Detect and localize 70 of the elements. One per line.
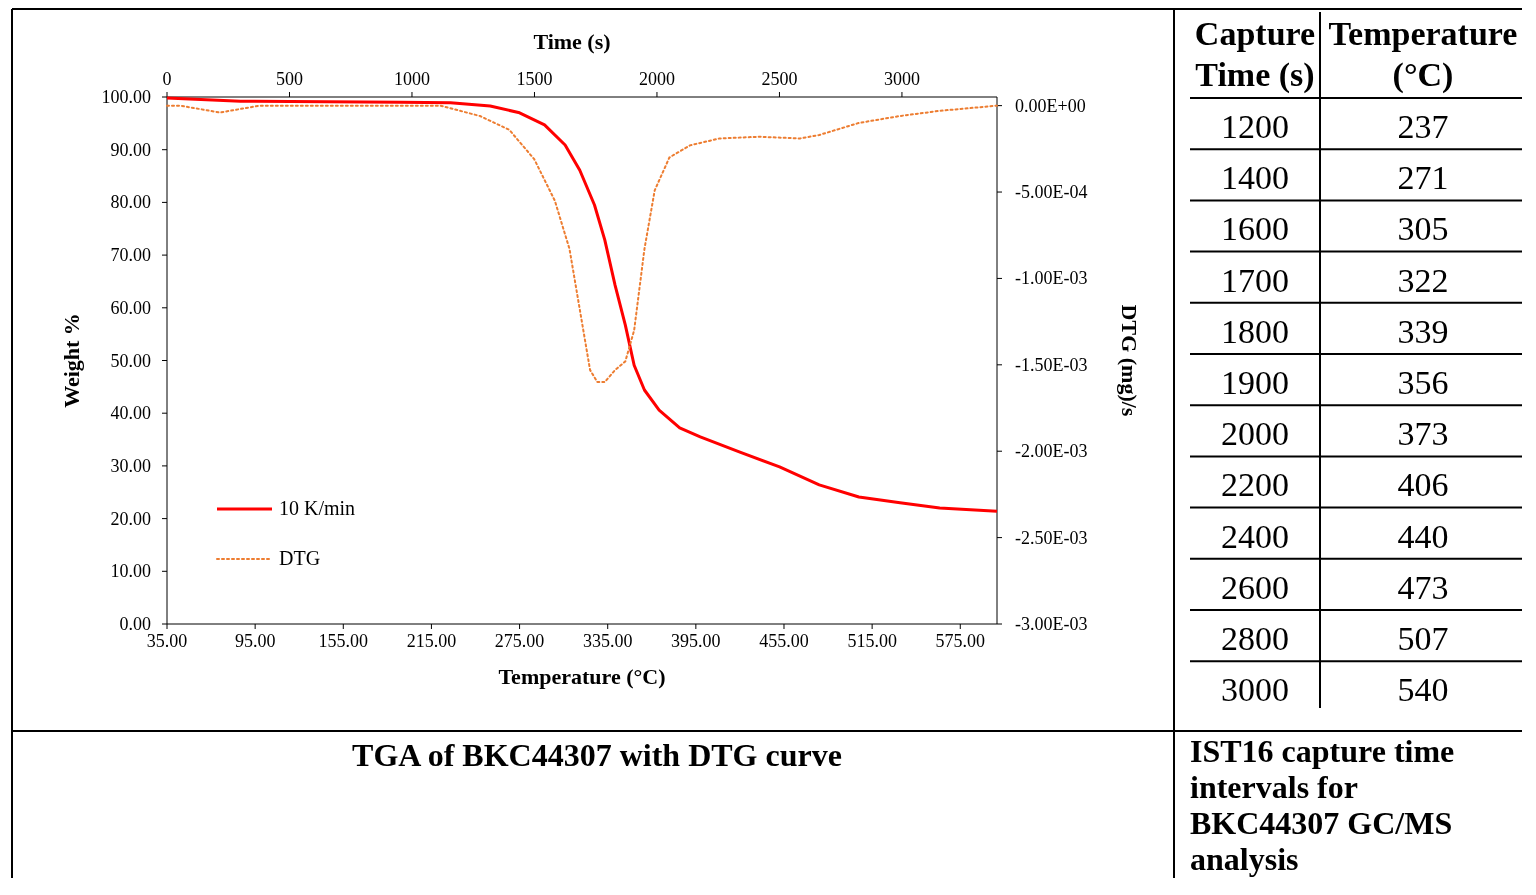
data-label: 406: [1397, 466, 1449, 504]
x-tick-label: 515.00: [847, 631, 897, 651]
category-label: 1800: [1221, 312, 1289, 350]
x-tick-label: 95.00: [234, 631, 276, 651]
x-tick-label: 215.00: [406, 631, 457, 651]
data-label: 373: [1397, 415, 1449, 453]
x-tick-label: 395.00: [671, 631, 721, 651]
y2-axis-title: DTG (mg)/s: [1117, 304, 1142, 417]
category-label: 1600: [1221, 210, 1289, 248]
category-label: 1900: [1221, 364, 1289, 401]
y-tick-label: 50.00: [110, 350, 151, 371]
x-tick-label: 455.00: [759, 631, 809, 651]
text: TGA of BKC44307 with DTG curve: [352, 737, 842, 773]
category-label: 1200: [1221, 108, 1289, 145]
y-axis-title: Weight %: [59, 313, 84, 408]
x-axis-title: Temperature (°C): [498, 664, 666, 689]
data-label: 339: [1397, 312, 1449, 350]
x-tick-label: 335.00: [582, 631, 633, 651]
data-label: 356: [1397, 364, 1449, 401]
y-tick-label: 40.00: [110, 403, 151, 424]
y-tick-label: 30.00: [110, 455, 151, 476]
category-label: 2400: [1221, 517, 1289, 555]
category-label: 1700: [1221, 261, 1289, 299]
y2-tick-label: -1.50E-03: [1015, 354, 1088, 375]
data-label: 237: [1397, 108, 1449, 145]
y2-tick-label: -2.50E-03: [1015, 527, 1088, 548]
text: Temperature (°C): [1328, 15, 1518, 94]
y-tick-label: 90.00: [110, 139, 151, 160]
category-label: 3000: [1221, 671, 1289, 709]
x2-tick-label: 2000: [638, 69, 675, 89]
x2-tick-label: 3000: [883, 69, 920, 89]
category-label: 2000: [1221, 415, 1289, 453]
y-tick-label: 0.00: [119, 614, 151, 634]
y-tick-label: 80.00: [110, 192, 151, 213]
line-series: [166, 104, 998, 384]
data-label: 473: [1397, 568, 1449, 606]
y2-tick-label: -5.00E-04: [1015, 182, 1088, 203]
y-tick-label: 100.00: [101, 87, 151, 107]
data-label: 507: [1397, 620, 1449, 657]
x2-tick-label: 2500: [761, 69, 798, 89]
data-label: 440: [1397, 517, 1449, 555]
x2-tick-label: 1000: [393, 69, 430, 89]
category-label: 2600: [1221, 568, 1289, 606]
x2-tick-label: 500: [275, 69, 303, 89]
y2-tick-label: -1.00E-03: [1015, 268, 1088, 289]
x-tick-label: 35.00: [146, 631, 188, 651]
category-label: 2200: [1221, 466, 1289, 504]
text: Capture Time (s): [1194, 15, 1316, 94]
x-tick-label: 155.00: [318, 631, 369, 651]
y-tick-label: 20.00: [110, 508, 151, 529]
data-label: 322: [1397, 261, 1449, 299]
x-tick-label: 275.00: [494, 631, 545, 651]
y-tick-label: 60.00: [110, 297, 151, 318]
category-label: 1400: [1221, 159, 1289, 197]
legend-label: 10 K/min: [279, 497, 356, 519]
y-tick-label: 70.00: [110, 245, 151, 266]
y2-tick-label: -3.00E-03: [1015, 614, 1088, 634]
x2-axis-title: Time (s): [533, 29, 611, 54]
data-label: 540: [1397, 671, 1449, 709]
data-label: 305: [1397, 210, 1449, 248]
y2-tick-label: 0.00E+00: [1015, 95, 1086, 116]
data-label: 271: [1397, 159, 1449, 197]
category-label: 2800: [1221, 620, 1289, 657]
x-tick-label: 575.00: [935, 631, 986, 651]
x2-tick-label: 0: [162, 69, 172, 89]
text: IST16 capture time intervals for BKC44307 GC/MS analysis: [1190, 733, 1455, 877]
y-tick-label: 10.00: [110, 561, 151, 582]
legend-label: DTG: [279, 547, 321, 569]
x2-tick-label: 1500: [516, 69, 553, 89]
y2-tick-label: -2.00E-03: [1015, 441, 1088, 462]
